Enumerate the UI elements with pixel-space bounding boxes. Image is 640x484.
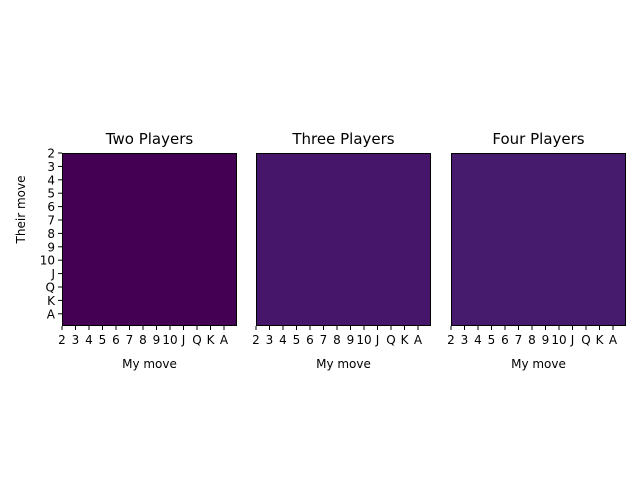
x-tick-label: 4 [85, 333, 93, 347]
x-axis-label: My move [122, 357, 177, 371]
y-tick-label: 4 [47, 173, 55, 187]
x-tick-label: 10 [162, 333, 177, 347]
axes-frame [451, 153, 626, 326]
x-tick-label: 4 [279, 333, 287, 347]
x-tick-label: Q [386, 333, 395, 347]
x-tick-label: Q [581, 333, 590, 347]
x-tick-label: J [375, 333, 380, 347]
x-tick-label: K [207, 333, 216, 347]
heatmap-cells [256, 153, 431, 326]
y-tick-label: K [47, 294, 56, 308]
x-tick-label: Q [192, 333, 201, 347]
y-tick-label: A [47, 307, 56, 321]
x-axis-label: My move [316, 357, 371, 371]
x-tick-label: 5 [488, 333, 496, 347]
x-tick-label: A [609, 333, 618, 347]
y-tick-label: 3 [47, 160, 55, 174]
x-tick-label: 6 [501, 333, 509, 347]
heatmap-panel-3: Four Players 2 3 4 5 6 7 8 9 10 J Q K A My move [447, 130, 626, 371]
x-tick-label: 8 [528, 333, 536, 347]
x-tick-label: 8 [333, 333, 341, 347]
x-tick-label: 7 [126, 333, 134, 347]
x-tick-label: 9 [153, 333, 161, 347]
y-tick-label: 9 [47, 240, 55, 254]
x-axis-label: My move [511, 357, 566, 371]
x-tick-label: J [181, 333, 186, 347]
x-tick-label: 6 [306, 333, 314, 347]
x-tick-label: 3 [72, 333, 80, 347]
x-tick-label: 3 [461, 333, 469, 347]
x-tick-label: 2 [447, 333, 455, 347]
x-tick-label: 9 [347, 333, 355, 347]
y-tick-label: 10 [40, 254, 55, 268]
y-axis-label: Their move [14, 176, 28, 245]
y-tick-label: 2 [47, 147, 55, 161]
x-tick-label: 10 [356, 333, 371, 347]
x-tick-label: 2 [252, 333, 260, 347]
y-tick-label: 7 [47, 214, 55, 228]
x-tick-label: A [220, 333, 229, 347]
x-tick-label: 6 [112, 333, 120, 347]
axes-frame [256, 153, 431, 326]
x-tick-label: K [596, 333, 605, 347]
chart-title: Two Players [105, 130, 194, 148]
chart-title: Three Players [291, 130, 394, 148]
y-tick-label: 6 [47, 200, 55, 214]
heatmap-cells [451, 153, 626, 326]
x-tick-label: 9 [542, 333, 550, 347]
y-tick-label: 8 [47, 227, 55, 241]
x-tick-label: A [414, 333, 423, 347]
x-tick-label: 8 [139, 333, 147, 347]
x-tick-label: 5 [293, 333, 301, 347]
y-tick-label: Q [46, 281, 55, 295]
x-tick-label: 7 [515, 333, 523, 347]
heatmap-cells [62, 153, 237, 326]
axes-frame [62, 153, 237, 326]
x-tick-label: K [401, 333, 410, 347]
x-tick-label: 5 [99, 333, 107, 347]
chart-title: Four Players [492, 130, 584, 148]
x-tick-label: 2 [58, 333, 66, 347]
y-tick-label: J [50, 267, 55, 281]
x-tick-label: 10 [551, 333, 566, 347]
x-tick-label: 4 [474, 333, 482, 347]
heatmap-panel-2: Three Players 2 3 4 5 6 7 8 9 10 J Q K A My move [252, 130, 431, 371]
x-tick-label: 3 [266, 333, 274, 347]
y-tick-label: 5 [47, 187, 55, 201]
x-tick-label: J [570, 333, 575, 347]
x-tick-label: 7 [320, 333, 328, 347]
